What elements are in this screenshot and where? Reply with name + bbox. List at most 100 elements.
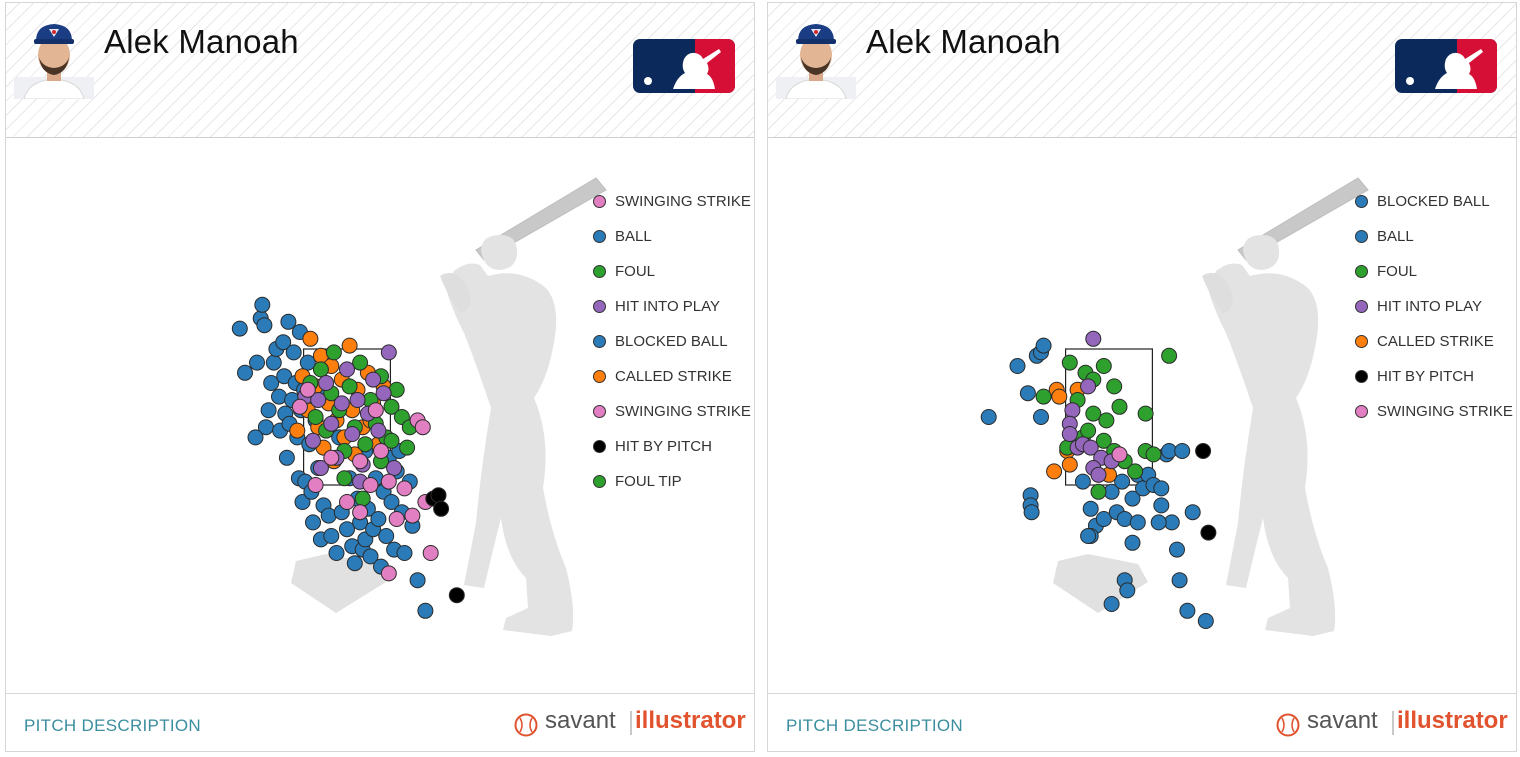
pitch-point-called-strike[interactable] xyxy=(1046,463,1063,480)
pitch-point-swinging-strike[interactable] xyxy=(367,402,384,419)
pitch-point-swinging-strike[interactable] xyxy=(373,443,389,459)
pitch-point-ball[interactable] xyxy=(1116,511,1133,527)
pitch-point-swinging-strike[interactable] xyxy=(307,477,324,493)
pitch-point-hit-into-play[interactable] xyxy=(310,392,327,408)
legend-item-ball[interactable]: BALL xyxy=(593,228,754,263)
pitch-point-ball[interactable] xyxy=(247,429,264,446)
pitch-point-swinging-strike[interactable] xyxy=(352,453,369,470)
pitch-point-foul[interactable] xyxy=(1111,398,1128,415)
pitch-point-hit-into-play[interactable] xyxy=(1082,439,1099,456)
pitch-point-foul[interactable] xyxy=(1085,405,1102,422)
pitch-point-ball[interactable] xyxy=(346,555,363,572)
pitch-point-foul[interactable] xyxy=(336,470,353,487)
pitch-point-swinging-strike[interactable] xyxy=(414,419,431,436)
pitch-point-foul[interactable] xyxy=(399,439,416,456)
pitch-point-ball[interactable] xyxy=(1124,534,1141,551)
legend-item-ball[interactable]: BALL xyxy=(1355,228,1516,263)
pitch-point-ball[interactable] xyxy=(1082,500,1099,517)
pitch-point-hit-into-play[interactable] xyxy=(370,422,387,439)
pitch-point-ball[interactable] xyxy=(237,364,253,381)
pitch-point-foul[interactable] xyxy=(341,378,358,395)
pitch-point-swinging-strike[interactable] xyxy=(380,473,397,490)
pitch-point-swinging-strike[interactable] xyxy=(352,504,369,521)
pitch-point-hit-by-pitch[interactable] xyxy=(448,587,465,604)
legend-item-foul-tip[interactable]: FOUL TIP xyxy=(593,473,754,508)
pitch-point-swinging-strike[interactable] xyxy=(291,398,308,415)
pitch-point-hit-into-play[interactable] xyxy=(312,460,329,476)
pitch-point-ball[interactable] xyxy=(323,528,340,544)
pitch-point-ball[interactable] xyxy=(378,528,395,544)
pitch-point-ball[interactable] xyxy=(1153,497,1170,514)
legend-item-blocked-ball[interactable]: BLOCKED BALL xyxy=(1355,193,1516,228)
pitch-point-ball[interactable] xyxy=(1033,409,1049,425)
pitch-point-called-strike[interactable] xyxy=(302,330,319,347)
pitch-point-ball[interactable] xyxy=(1153,480,1170,497)
pitch-point-foul[interactable] xyxy=(1106,378,1123,395)
pitch-point-foul[interactable] xyxy=(354,490,371,507)
pitch-point-hit-into-play[interactable] xyxy=(318,375,335,391)
legend-item-blocked-ball[interactable]: BLOCKED BALL xyxy=(593,333,754,368)
pitch-point-hit-into-play[interactable] xyxy=(344,426,361,442)
pitch-point-swinging-strike[interactable] xyxy=(323,449,340,466)
legend-item-foul[interactable]: FOUL xyxy=(1355,263,1516,298)
pitch-point-ball[interactable] xyxy=(383,494,400,510)
legend-item-hit-into-play[interactable]: HIT INTO PLAY xyxy=(1355,298,1516,333)
pitch-point-ball[interactable] xyxy=(1169,541,1185,558)
legend-item-swinging-strike[interactable]: SWINGING STRIKE xyxy=(1355,403,1516,438)
pitch-point-foul[interactable] xyxy=(1098,412,1115,429)
pitch-point-ball[interactable] xyxy=(285,344,302,361)
pitch-point-hit-into-play[interactable] xyxy=(386,460,403,476)
pitch-point-foul[interactable] xyxy=(307,409,324,425)
pitch-point-swinging-strike[interactable] xyxy=(396,480,413,497)
pitch-point-swinging-strike[interactable] xyxy=(404,507,421,524)
pitch-point-ball[interactable] xyxy=(1124,490,1141,507)
pitch-point-hit-by-pitch[interactable] xyxy=(1195,443,1212,459)
pitch-point-ball[interactable] xyxy=(249,354,265,371)
pitch-point-foul[interactable] xyxy=(1095,358,1112,374)
pitch-point-ball[interactable] xyxy=(417,602,434,619)
pitch-point-ball[interactable] xyxy=(265,354,282,371)
pitch-point-ball[interactable] xyxy=(1197,613,1214,629)
pitch-point-ball[interactable] xyxy=(1009,358,1026,374)
legend-item-swinging-strike-blocked[interactable]: SWINGING STRIKE B xyxy=(593,403,754,438)
pitch-point-ball[interactable] xyxy=(271,388,287,405)
pitch-point-swinging-strike[interactable] xyxy=(422,545,439,561)
pitch-point-hit-into-play[interactable] xyxy=(339,361,355,378)
pitch-point-ball[interactable] xyxy=(396,545,413,561)
pitch-point-hit-into-play[interactable] xyxy=(323,415,340,432)
pitch-point-ball[interactable] xyxy=(1184,504,1201,521)
pitch-point-hit-into-play[interactable] xyxy=(333,395,350,412)
pitch-point-called-strike[interactable] xyxy=(289,422,306,439)
pitch-point-swinging-strike[interactable] xyxy=(380,565,397,582)
pitch-point-foul[interactable] xyxy=(1145,446,1162,463)
pitch-point-ball[interactable] xyxy=(1074,473,1091,490)
pitch-point-swinging-strike[interactable] xyxy=(1111,446,1128,463)
pitch-point-called-strike[interactable] xyxy=(1061,456,1078,473)
pitch-point-hit-into-play[interactable] xyxy=(1061,426,1078,442)
legend-item-foul[interactable]: FOUL xyxy=(593,263,754,298)
pitch-point-foul[interactable] xyxy=(1061,354,1078,371)
pitch-point-ball[interactable] xyxy=(362,548,379,565)
pitch-point-ball[interactable] xyxy=(370,511,387,527)
pitch-point-hit-into-play[interactable] xyxy=(380,344,397,361)
pitch-point-hit-into-play[interactable] xyxy=(305,432,321,449)
pitch-point-foul[interactable] xyxy=(383,398,400,415)
pitch-point-ball[interactable] xyxy=(1150,514,1167,531)
pitch-point-ball[interactable] xyxy=(1019,385,1036,402)
pitch-point-ball[interactable] xyxy=(1103,596,1120,612)
legend-item-swinging-strike[interactable]: SWINGING STRIKE xyxy=(593,193,754,228)
pitch-point-ball[interactable] xyxy=(305,514,321,531)
pitch-point-ball[interactable] xyxy=(278,449,295,466)
pitch-point-ball[interactable] xyxy=(294,494,311,510)
legend-item-hit-by-pitch[interactable]: HIT BY PITCH xyxy=(593,438,754,473)
legend-item-called-strike[interactable]: CALLED STRIKE xyxy=(593,368,754,403)
pitch-point-foul[interactable] xyxy=(352,354,369,371)
pitch-point-ball[interactable] xyxy=(260,402,277,419)
pitch-point-ball[interactable] xyxy=(1095,511,1112,527)
pitch-point-ball[interactable] xyxy=(254,296,271,313)
pitch-point-foul[interactable] xyxy=(1080,422,1097,439)
pitch-point-hit-into-play[interactable] xyxy=(1090,466,1107,483)
pitch-point-hit-into-play[interactable] xyxy=(1064,402,1081,419)
pitch-point-foul[interactable] xyxy=(325,344,342,361)
pitch-point-ball[interactable] xyxy=(1023,504,1040,521)
